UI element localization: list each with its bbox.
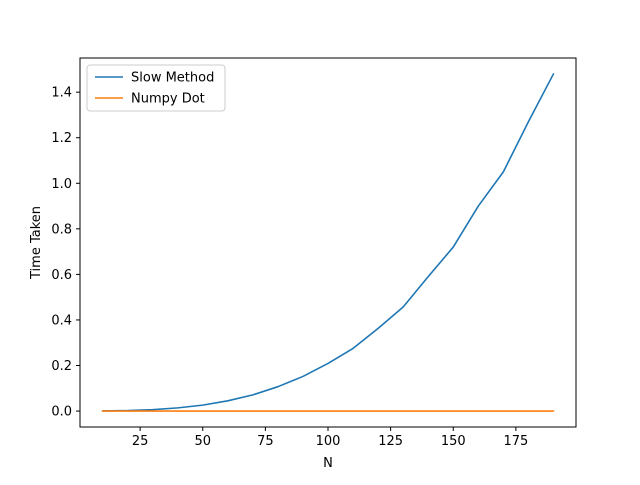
series-line-slow-method [101,73,555,412]
x-tick-label: 25 [132,434,149,449]
y-tick-label: 0.8 [51,222,72,237]
x-axis-label: N [323,456,333,471]
y-axis-label: Time Taken [29,206,44,280]
y-tick-label: 0.0 [51,405,72,420]
legend-label-slow-method: Slow Method [131,71,214,86]
y-tick-label: 0.6 [51,268,72,283]
x-tick-label: 125 [378,434,403,449]
y-tick-label: 1.2 [51,131,72,146]
y-tick-label: 0.2 [51,359,72,374]
x-tick-label: 100 [316,434,341,449]
x-axis: 25 50 75 100 125 150 175 [132,427,528,449]
legend-label-numpy-dot: Numpy Dot [131,92,205,107]
y-axis: 0.0 0.2 0.4 0.6 0.8 1.0 1.2 1.4 [51,86,80,420]
legend: Slow Method Numpy Dot [86,64,226,112]
y-tick-label: 0.4 [51,313,72,328]
y-tick-label: 1.0 [51,177,72,192]
series-layer [101,73,555,412]
x-tick-label: 75 [257,434,274,449]
x-tick-label: 50 [194,434,211,449]
x-tick-label: 150 [441,434,466,449]
x-tick-label: 175 [503,434,528,449]
plot-background [80,58,576,427]
y-tick-label: 1.4 [51,86,72,101]
